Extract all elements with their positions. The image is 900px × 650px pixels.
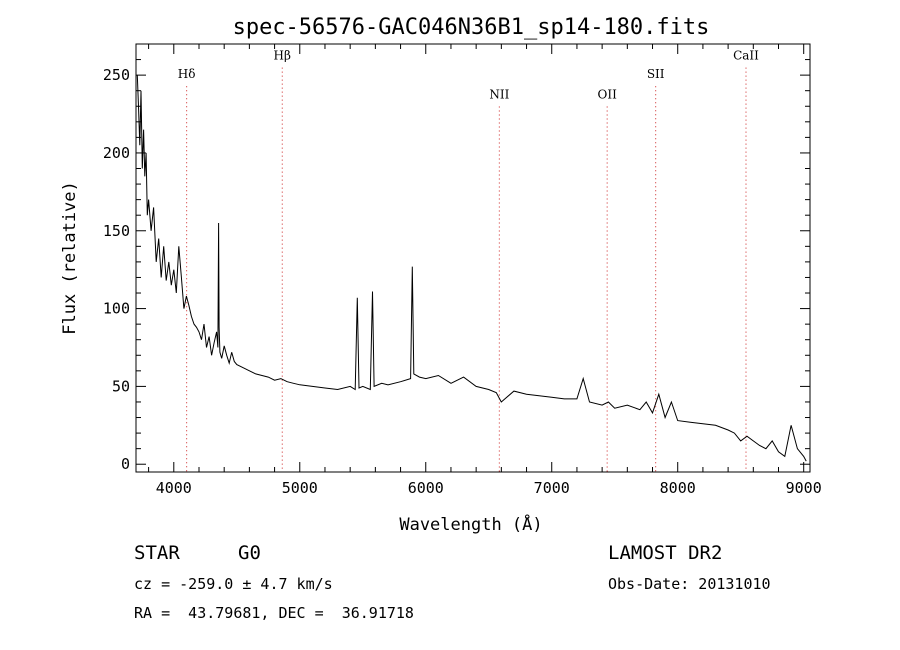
coordinates: RA = 43.79681, DEC = 36.91718 bbox=[134, 604, 414, 622]
emission-line-markers: Hδ Hβ NII OII SII CaII bbox=[178, 49, 759, 472]
emission-line-label-3: OII bbox=[598, 87, 618, 101]
axis-ticks: 4000 5000 6000 7000 8000 9000 0 50 100 150 200 250 bbox=[103, 44, 822, 497]
y-axis-label: Flux (relative) bbox=[60, 181, 80, 335]
y-tick-label-3: 150 bbox=[103, 222, 130, 240]
x-axis-label: Wavelength (Å) bbox=[399, 513, 542, 535]
redshift-velocity: cz = -259.0 ± 4.7 km/s bbox=[134, 575, 333, 593]
emission-line-label-2: NII bbox=[489, 87, 509, 101]
object-class: STAR bbox=[134, 542, 180, 564]
y-tick-label-5: 250 bbox=[103, 66, 130, 84]
x-tick-label-1: 5000 bbox=[282, 479, 318, 497]
survey-name: LAMOST DR2 bbox=[608, 542, 723, 564]
x-tick-label-0: 4000 bbox=[156, 479, 192, 497]
chart-title: spec-56576-GAC046N36B1_sp14-180.fits bbox=[233, 15, 710, 40]
x-tick-label-4: 8000 bbox=[660, 479, 696, 497]
emission-line-label-0: Hδ bbox=[178, 67, 196, 81]
observation-date: Obs-Date: 20131010 bbox=[608, 575, 771, 593]
x-tick-label-3: 7000 bbox=[534, 479, 570, 497]
plot-frame bbox=[135, 43, 811, 473]
y-tick-label-2: 100 bbox=[103, 300, 130, 318]
emission-line-label-4: SII bbox=[647, 67, 665, 81]
x-tick-label-2: 6000 bbox=[408, 479, 444, 497]
spectrum-series bbox=[136, 75, 807, 462]
emission-line-label-1: Hβ bbox=[274, 49, 291, 63]
spectrum-line-0 bbox=[136, 75, 807, 462]
emission-line-label-5: CaII bbox=[733, 49, 759, 63]
y-tick-label-4: 200 bbox=[103, 144, 130, 162]
x-tick-label-5: 9000 bbox=[786, 479, 822, 497]
object-subclass: G0 bbox=[238, 542, 261, 564]
y-tick-label-0: 0 bbox=[121, 455, 130, 473]
y-tick-label-1: 50 bbox=[112, 377, 130, 395]
